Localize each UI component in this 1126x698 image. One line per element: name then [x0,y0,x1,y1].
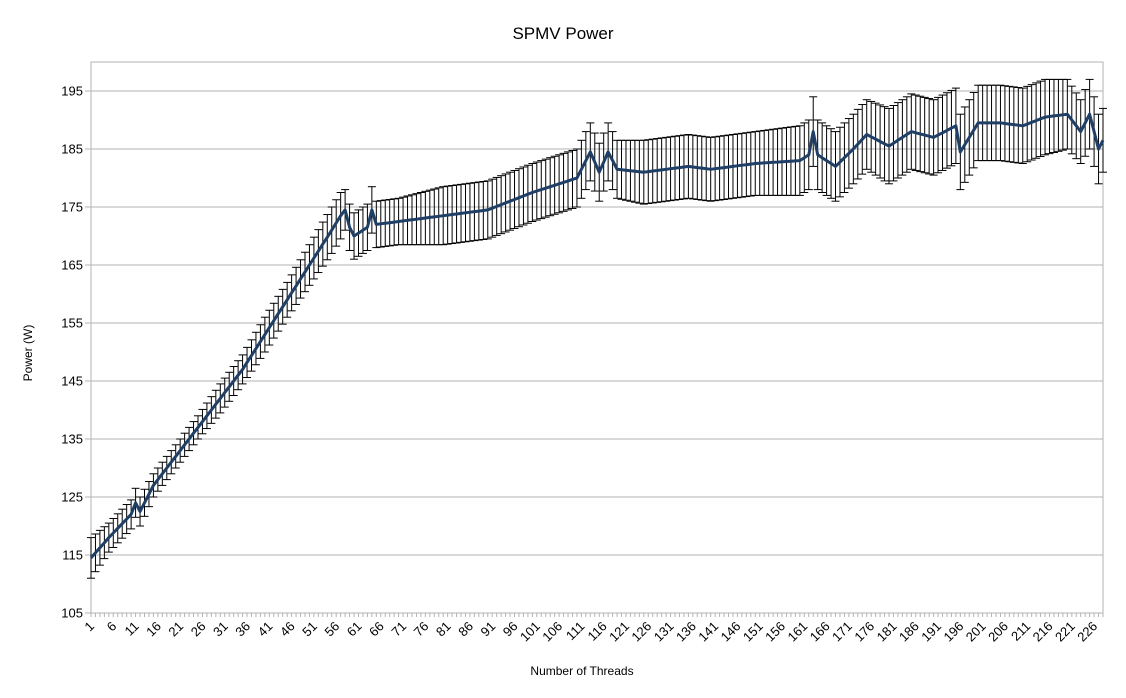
x-tick-label: 21 [165,619,186,640]
x-tick-label: 136 [673,619,699,645]
x-tick-label: 76 [411,619,432,640]
x-tick-label: 201 [963,619,989,645]
x-tick-label: 116 [585,619,610,644]
x-tick-label: 121 [606,619,632,645]
grid-layer [85,90,1104,617]
x-tick-label: 36 [232,619,253,640]
x-tick-label: 41 [255,619,276,640]
x-tick-label: 26 [188,619,209,640]
x-tick-label: 96 [500,619,521,640]
x-tick-label: 56 [321,619,342,640]
x-tick-label: 71 [388,619,409,640]
x-tick-label: 81 [433,619,454,640]
x-tick-label: 111 [563,619,588,644]
y-axis-label: Power (W) [21,325,35,382]
x-tick-label: 61 [344,619,365,640]
x-tick-label: 126 [628,619,654,645]
x-tick-label: 181 [874,619,900,645]
x-tick-labels: 1 6 11 16 21 26 31 36 41 46 51 56 61 66 71 76 81 86 91 9610… [81,619,1100,645]
x-tick-label: 66 [366,619,387,640]
error-bars [87,78,1107,579]
x-tick-label: 86 [455,619,476,640]
y-tick-label: 175 [61,200,83,215]
x-tick-label: 131 [651,619,677,645]
x-tick-label: 1 [81,619,97,635]
x-tick-label: 51 [299,619,320,640]
x-tick-label: 16 [143,619,164,640]
y-tick-label: 135 [61,432,83,447]
y-tick-label: 155 [61,316,83,331]
y-tick-label: 185 [61,142,83,157]
x-tick-label: 91 [478,619,499,640]
y-tick-label: 195 [61,84,83,99]
x-axis-label: Number of Threads [530,664,633,678]
x-tick-label: 46 [277,619,298,640]
x-tick-label: 166 [807,619,833,645]
chart-title: SPMV Power [512,24,613,43]
x-tick-label: 186 [896,619,922,645]
x-tick-label: 101 [517,619,543,645]
y-tick-label: 105 [61,606,83,621]
x-tick-label: 11 [122,619,142,639]
x-tick-label: 211 [1008,619,1033,644]
x-tick-label: 216 [1030,619,1056,645]
x-tick-label: 156 [762,619,788,645]
x-tick-label: 206 [985,619,1011,645]
x-tick-label: 226 [1074,619,1100,645]
x-tick-label: 176 [851,619,877,645]
x-tick-label: 221 [1052,619,1078,645]
y-tick-label: 125 [61,490,83,505]
x-tick-label: 151 [740,619,766,645]
y-tick-label: 145 [61,374,83,389]
y-tick-labels: 105 115 125 135 145 155 165 175 185 195 [61,84,83,621]
plot-frame [90,61,1104,614]
y-tick-label: 115 [62,548,83,563]
x-tick-label: 171 [829,619,855,645]
x-tick-label: 106 [539,619,565,645]
x-tick-label: 191 [918,619,944,645]
y-tick-label: 165 [61,258,83,273]
x-tick-label: 146 [718,619,744,645]
x-tick-label: 196 [941,619,967,645]
x-tick-label: 161 [784,619,810,645]
series-line-layer [89,112,1105,559]
x-tick-label: 31 [210,619,231,640]
x-tick-label: 141 [695,619,721,645]
series-line [89,112,1105,559]
x-tick-label: 6 [104,619,120,635]
